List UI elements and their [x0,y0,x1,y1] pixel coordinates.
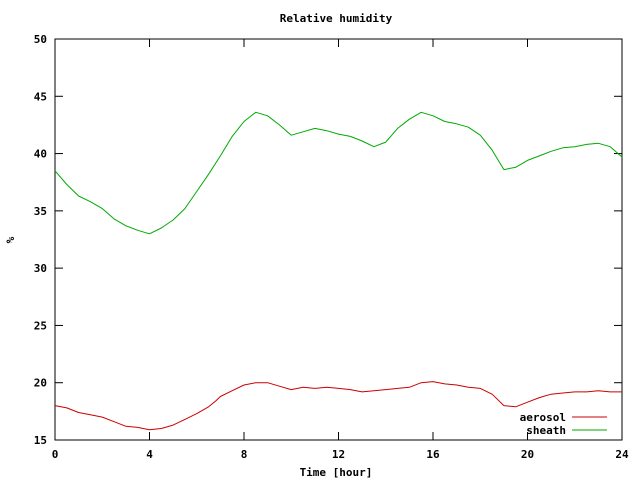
y-tick-label: 30 [34,262,47,275]
y-axis-label: % [4,236,17,243]
x-tick-label: 24 [615,448,629,461]
y-tick-label: 15 [34,434,47,447]
x-tick-label: 12 [332,448,345,461]
y-tick-label: 40 [34,148,47,161]
x-axis-ticks: 0 4 8 12 16 20 24 [52,39,629,461]
x-tick-label: 16 [426,448,440,461]
y-tick-label: 50 [34,33,47,46]
y-tick-label: 45 [34,90,47,103]
legend-label-aerosol: aerosol [520,411,566,424]
y-tick-label: 25 [34,319,47,332]
x-axis-label: Time [hour] [300,466,373,479]
series-line-aerosol [54,381,622,431]
series-line-sheath [54,111,623,235]
x-tick-label: 4 [146,448,153,461]
series-layer [54,111,623,431]
y-axis-ticks: 15 20 25 30 35 40 45 50 [34,33,622,447]
plot-frame [54,38,623,441]
chart-title: Relative humidity [280,12,393,25]
x-tick-label: 8 [241,448,248,461]
legend: aerosol sheath [520,411,607,437]
y-tick-label: 20 [34,377,47,390]
legend-label-sheath: sheath [526,424,566,437]
x-tick-label: 20 [521,448,534,461]
x-tick-label: 0 [52,448,59,461]
y-tick-label: 35 [34,205,47,218]
